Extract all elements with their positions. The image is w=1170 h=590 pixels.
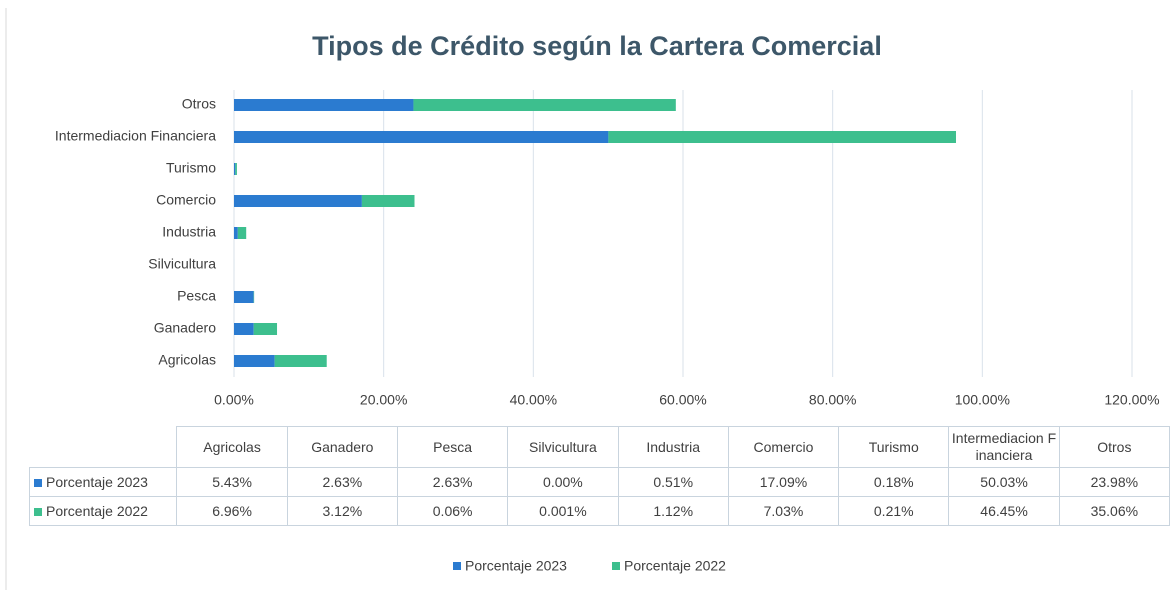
bar-segment: [608, 131, 956, 143]
table-header-cell: Silvicultura: [507, 426, 619, 468]
legend-label: Porcentaje 2022: [624, 558, 726, 574]
chart-title: Tipos de Crédito según la Cartera Comerc…: [312, 31, 882, 61]
series-name: Porcentaje 2022: [46, 502, 148, 519]
table-cell: 0.18%: [838, 467, 950, 497]
bar-segment: [234, 99, 414, 111]
table-cell: 0.21%: [838, 496, 950, 526]
table-cell: 1.12%: [617, 496, 729, 526]
table-cell: 2.63%: [286, 467, 398, 497]
table-header-cell: Turismo: [838, 426, 950, 468]
table-cell: 0.00%: [507, 467, 619, 497]
x-tick-label: 40.00%: [510, 392, 557, 408]
bar-segment: [234, 355, 275, 367]
x-tick-label: 100.00%: [955, 392, 1010, 408]
series-name: Porcentaje 2023: [46, 473, 148, 490]
x-tick-label: 80.00%: [809, 392, 856, 408]
bar-segment: [413, 99, 676, 111]
bar-segment: [235, 163, 237, 175]
table-header-cell: Agricolas: [176, 426, 288, 468]
y-tick-label: Otros: [182, 96, 216, 112]
x-tick-label: 0.00%: [214, 392, 254, 408]
legend-swatch: [453, 562, 461, 570]
x-tick-label: 120.00%: [1104, 392, 1159, 408]
table-cell: 50.03%: [948, 467, 1060, 497]
x-tick-label: 20.00%: [360, 392, 407, 408]
table-header-cell: Comercio: [727, 426, 840, 468]
bar-segment: [253, 323, 278, 335]
table-row: Porcentaje 2023 5.43% 2.63% 2.63% 0.00% 0.51%…: [28, 467, 1170, 497]
bar-segment: [234, 131, 609, 143]
table-header-cell: Industria: [617, 426, 729, 468]
table-cell: 17.09%: [727, 467, 840, 497]
table-corner: [29, 426, 178, 468]
data-table: Agricolas Ganadero Pesca Silvicultura Indust…: [28, 426, 1170, 526]
bar-segment: [234, 195, 362, 207]
y-tick-label: Pesca: [177, 288, 216, 304]
table-cell: 35.06%: [1058, 496, 1170, 526]
bar-segment: [237, 227, 247, 239]
table-cell: 0.06%: [396, 496, 509, 526]
bar-segment: [234, 291, 254, 303]
bar-segment: [274, 355, 327, 367]
legend-key: [34, 478, 42, 487]
table-cell: 5.43%: [176, 467, 288, 497]
table-row-label: Porcentaje 2022: [28, 496, 178, 526]
bar-segment: [234, 163, 236, 175]
table-cell: 6.96%: [176, 496, 288, 526]
table-header-cell: Otros: [1058, 426, 1170, 468]
y-tick-label: Ganadero: [154, 320, 216, 336]
legend-key: [34, 507, 42, 516]
table-cell: 0.51%: [617, 467, 729, 497]
table-cell: 23.98%: [1058, 467, 1170, 497]
table-row-label: Porcentaje 2023: [28, 467, 178, 497]
y-tick-label: Comercio: [156, 192, 216, 208]
legend-label: Porcentaje 2023: [465, 558, 567, 574]
bar-segment: [234, 227, 238, 239]
y-tick-label: Agricolas: [158, 352, 216, 368]
table-row: Porcentaje 2022 6.96% 3.12% 0.06% 0.001% 1.12…: [28, 496, 1170, 526]
table-cell: 0.001%: [507, 496, 619, 526]
table-header-row: Agricolas Ganadero Pesca Silvicultura Indust…: [29, 426, 1170, 468]
table-cell: 7.03%: [727, 496, 840, 526]
table-header-cell: Ganadero: [286, 426, 398, 468]
table-header-cell: Intermediacion Financiera: [948, 426, 1060, 468]
table-cell: 3.12%: [286, 496, 398, 526]
table-cell: 2.63%: [396, 467, 509, 497]
table-header-cell: Pesca: [396, 426, 509, 468]
y-tick-label: Intermediacion Financiera: [55, 128, 216, 144]
x-tick-label: 60.00%: [659, 392, 706, 408]
bar-segment: [361, 195, 415, 207]
table-cell: 46.45%: [948, 496, 1060, 526]
y-tick-label: Industria: [162, 224, 216, 240]
y-tick-label: Turismo: [166, 160, 216, 176]
legend-swatch: [612, 562, 620, 570]
y-tick-label: Silvicultura: [148, 256, 216, 272]
bar-segment: [234, 323, 254, 335]
